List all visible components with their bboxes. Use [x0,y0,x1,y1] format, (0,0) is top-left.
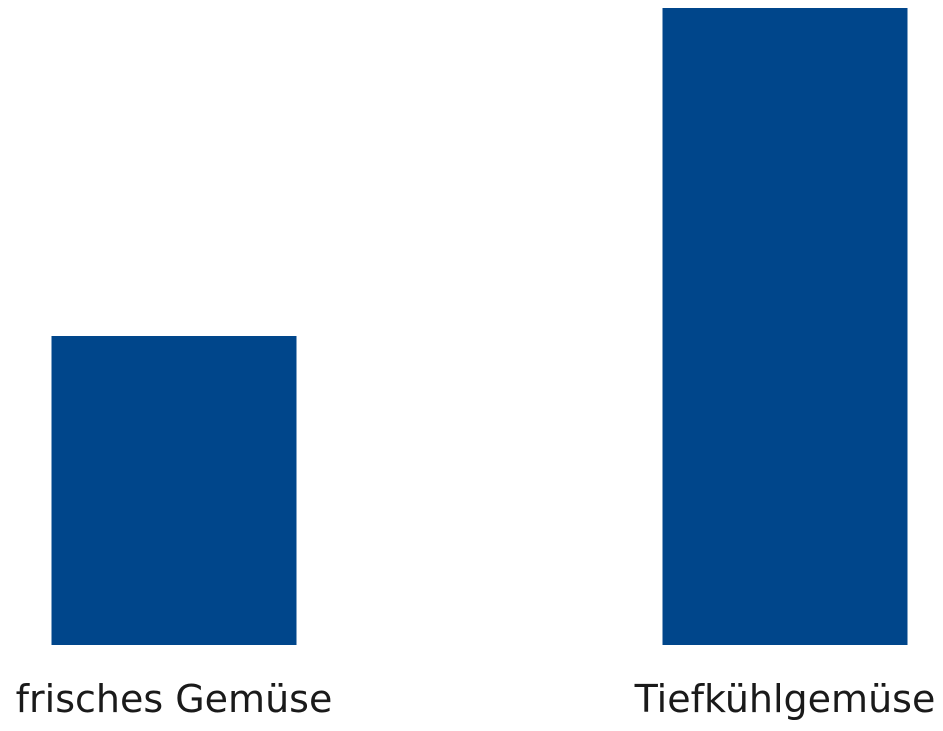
category-label-1: Tiefkühlgemüse [634,677,936,721]
bar-1 [662,8,908,645]
bars-group [51,8,908,645]
bar-0 [51,336,297,645]
category-label-0: frisches Gemüse [16,677,333,721]
category-labels-group: frisches Gemüse Tiefkühlgemüse [16,677,936,721]
